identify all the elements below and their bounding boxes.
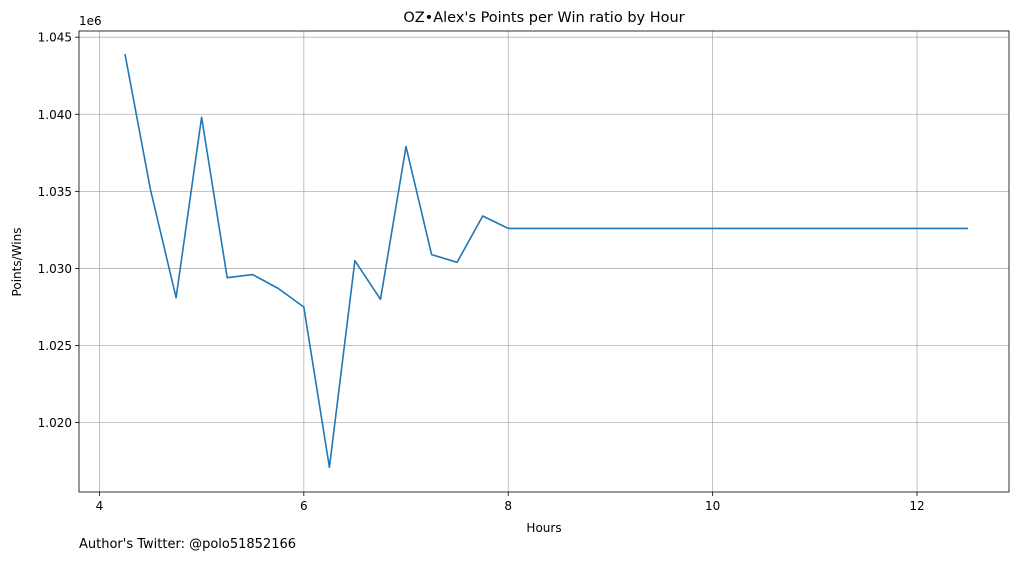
y-tick-label: 1.035 bbox=[38, 185, 72, 199]
y-tick-label: 1.025 bbox=[38, 339, 72, 353]
x-tick-label: 10 bbox=[705, 499, 720, 513]
x-tick-label: 4 bbox=[96, 499, 104, 513]
y-axis-label: Points/Wins bbox=[10, 228, 24, 297]
x-tick-label: 12 bbox=[909, 499, 924, 513]
x-tick-label: 8 bbox=[504, 499, 512, 513]
y-offset-label: 1e6 bbox=[79, 14, 102, 28]
axis-ticks: 4 6 8 10 12 1.020 1.025 1.030 1.035 1.040 1.045 bbox=[38, 31, 925, 513]
y-tick-label: 1.030 bbox=[38, 262, 72, 276]
plot-frame bbox=[78, 30, 1010, 493]
grid-lines bbox=[79, 31, 1009, 492]
author-footer: Author's Twitter: @polo51852166 bbox=[79, 537, 297, 552]
y-tick-label: 1.020 bbox=[38, 416, 72, 430]
y-tick-label: 1.040 bbox=[38, 108, 72, 122]
y-tick-label: 1.045 bbox=[38, 31, 72, 45]
x-tick-label: 6 bbox=[300, 499, 308, 513]
series-layer bbox=[124, 53, 969, 469]
series-line bbox=[124, 53, 969, 469]
x-axis-label: Hours bbox=[526, 521, 561, 535]
chart-title: OZ•Alex's Points per Win ratio by Hour bbox=[403, 10, 684, 26]
